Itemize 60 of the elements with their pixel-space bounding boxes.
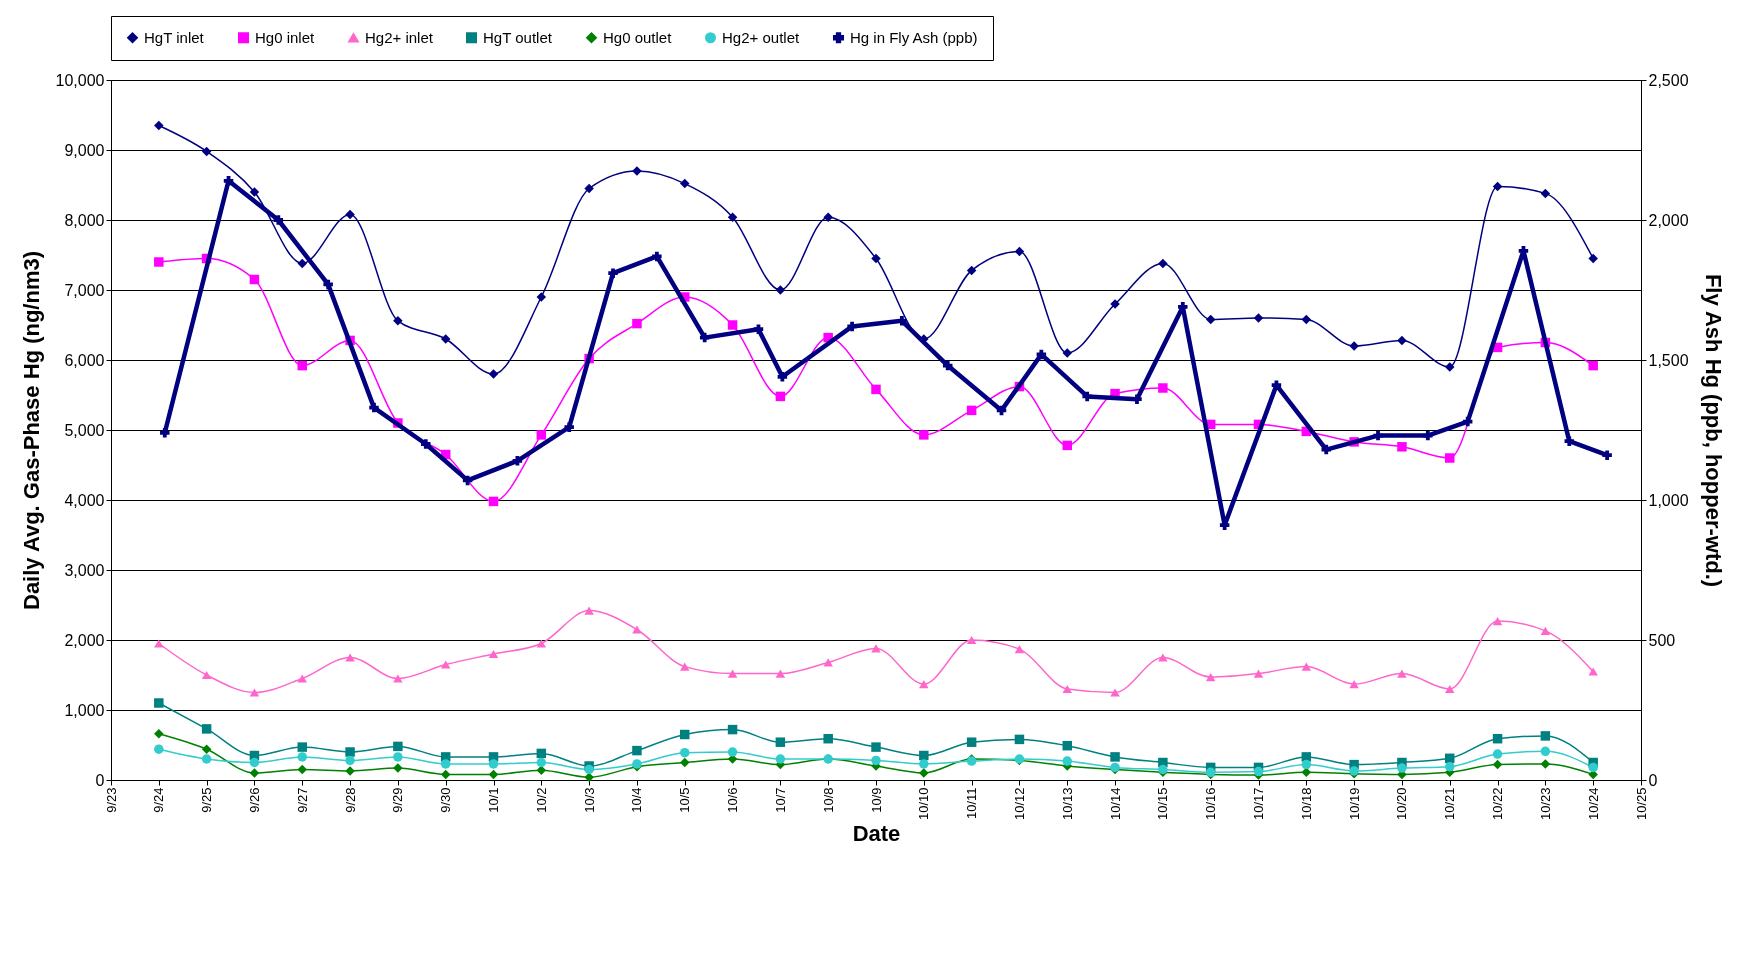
x-tick-label: 9/28 (342, 787, 358, 813)
legend-label: HgT inlet (144, 28, 205, 46)
y-tick-label: 7,000 (64, 281, 105, 299)
x-tick-label: 9/30 (438, 787, 454, 813)
legend-label: HgT outlet (483, 28, 553, 46)
x-tick-label: 9/27 (294, 787, 310, 813)
y-tick-label: 5,000 (64, 421, 105, 439)
x-tick-label: 9/24 (151, 787, 167, 813)
x-tick-label: 10/1 (486, 787, 501, 813)
y-tick-label: 6,000 (64, 351, 105, 369)
x-tick-label: 10/9 (868, 787, 884, 813)
y2-tick-label: 1,500 (1648, 351, 1689, 369)
x-tick-label: 10/19 (1346, 787, 1362, 821)
legend-label: Hg0 inlet (255, 28, 316, 46)
legend-label: Hg2+ inlet (365, 28, 434, 46)
y-tick-label: 3,000 (64, 561, 105, 579)
x-tick-label: 9/29 (390, 787, 406, 813)
legend-label: Hg0 outlet (603, 28, 673, 46)
x-tick-label: 10/18 (1298, 787, 1314, 821)
legend-label: Hg2+ outlet (722, 28, 800, 46)
x-tick-label: 10/4 (629, 787, 645, 813)
x-tick-label: 9/25 (199, 787, 215, 813)
x-tick-label: 10/16 (1203, 787, 1219, 821)
x-tick-label: 10/25 (1633, 787, 1649, 821)
x-tick-label: 10/22 (1490, 787, 1506, 821)
x-tick-label: 10/7 (772, 787, 788, 813)
x-tick-label: 10/2 (533, 787, 549, 813)
y-tick-label: 4,000 (64, 491, 105, 509)
x-tick-label: 9/26 (246, 787, 262, 813)
y2-axis-title: Fly Ash Hg (ppb, hopper-wtd.) (1700, 273, 1726, 588)
y-axis-title: Daily Avg. Gas-Phase Hg (ng/nm3) (18, 250, 44, 611)
legend-label: Hg in Fly Ash (ppb) (850, 28, 978, 46)
x-tick-label: 10/17 (1251, 787, 1266, 821)
y2-tick-label: 2,500 (1648, 71, 1689, 89)
y-tick-label: 9,000 (64, 141, 105, 159)
y-tick-label: 2,000 (64, 631, 105, 649)
x-tick-label: 10/21 (1442, 787, 1458, 821)
x-tick-label: 9/23 (103, 787, 119, 813)
y2-tick-label: 1,000 (1648, 491, 1689, 509)
y-tick-label: 8,000 (64, 211, 105, 229)
x-tick-label: 10/12 (1011, 787, 1027, 821)
x-tick-label: 10/14 (1107, 787, 1123, 821)
x-tick-label: 10/6 (725, 787, 741, 813)
y2-tick-label: 500 (1648, 631, 1676, 649)
y2-tick-label: 0 (1648, 771, 1658, 789)
x-tick-label: 10/24 (1585, 787, 1601, 821)
y-tick-label: 1,000 (64, 701, 105, 719)
x-tick-label: 10/3 (581, 787, 597, 813)
y-tick-label: 10,000 (55, 71, 105, 89)
x-tick-label: 10/20 (1394, 787, 1410, 821)
x-tick-label: 10/8 (820, 787, 836, 813)
y-tick-label: 0 (95, 771, 105, 789)
x-tick-label: 10/5 (677, 787, 693, 813)
x-tick-label: 10/23 (1537, 787, 1553, 821)
x-tick-label: 10/11 (964, 787, 980, 820)
y2-tick-label: 2,000 (1648, 211, 1689, 229)
x-tick-label: 10/15 (1155, 787, 1171, 821)
x-tick-label: 10/10 (916, 787, 932, 821)
x-axis-title: Date (852, 821, 901, 847)
x-tick-label: 10/13 (1059, 787, 1075, 821)
